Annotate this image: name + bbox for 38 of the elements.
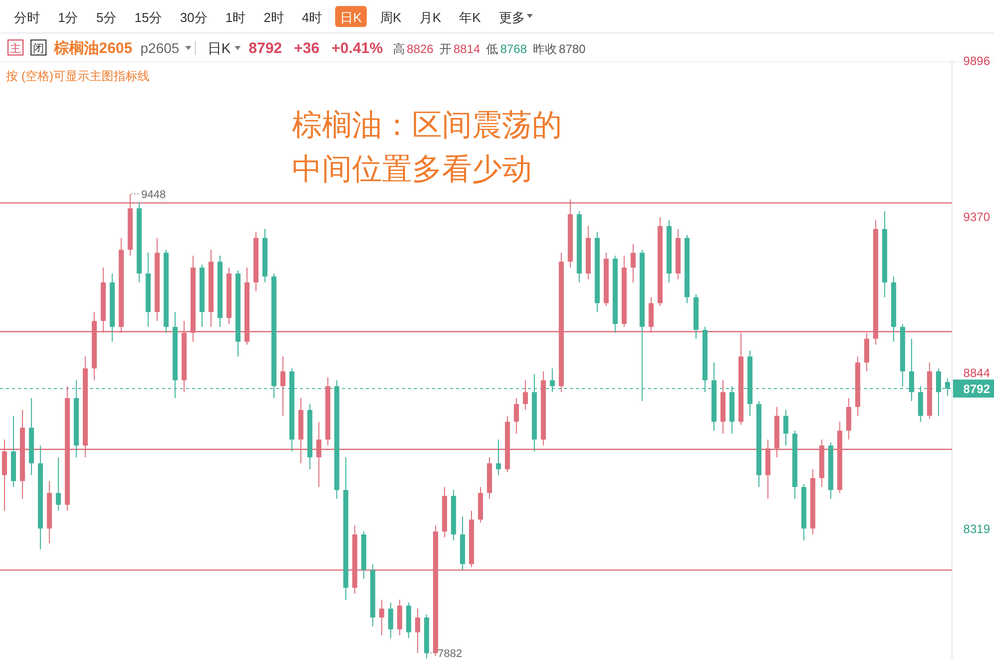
text: +36 xyxy=(294,40,320,57)
text: 低 xyxy=(486,42,498,56)
ref-line-label: 8792 xyxy=(963,382,990,396)
text: 棕榈油2605 xyxy=(53,39,132,57)
text: p2605 xyxy=(140,40,180,56)
y-tick-label: 9896 xyxy=(963,54,990,68)
text: 昨收 xyxy=(532,42,557,56)
candlestick xyxy=(415,608,420,654)
candlestick xyxy=(514,398,519,434)
text: 棕榈油：区间震荡的中间位置多看少动 xyxy=(292,108,563,188)
y-tick-label: 9370 xyxy=(963,210,990,224)
y-tick-label: 8319 xyxy=(963,522,990,536)
text: 8768 xyxy=(500,42,528,56)
text: 闭 xyxy=(33,43,44,55)
candlestick xyxy=(379,599,384,636)
text: 8814 xyxy=(453,42,481,56)
text: 高 xyxy=(392,42,405,56)
text: 8792 xyxy=(248,40,282,57)
annotation: 7882 xyxy=(438,648,462,659)
candlestick xyxy=(496,439,501,476)
candlestick xyxy=(783,409,788,446)
text: 8826 xyxy=(406,42,434,56)
y-tick-label: 8844 xyxy=(963,366,990,380)
text: 主 xyxy=(10,42,21,55)
text: 8780 xyxy=(558,42,586,56)
candlestick xyxy=(388,602,394,639)
candlestick xyxy=(56,456,61,512)
text: 开 xyxy=(439,42,452,56)
candlestick xyxy=(522,380,528,410)
candlestick xyxy=(630,243,636,283)
annotation: 9448 xyxy=(141,189,166,202)
toolbar: 分时 1分 5分 15分 30分 1时 2时 4时 日K 周K 月K 年K 更多 xyxy=(14,6,533,27)
annotation: 按 (空格)可显示主图指标线 xyxy=(6,69,150,83)
candlestick xyxy=(397,599,402,636)
text: 日K xyxy=(207,40,232,56)
candlestick xyxy=(280,356,286,416)
candlestick xyxy=(846,398,852,440)
text: +0.41% xyxy=(331,40,383,57)
